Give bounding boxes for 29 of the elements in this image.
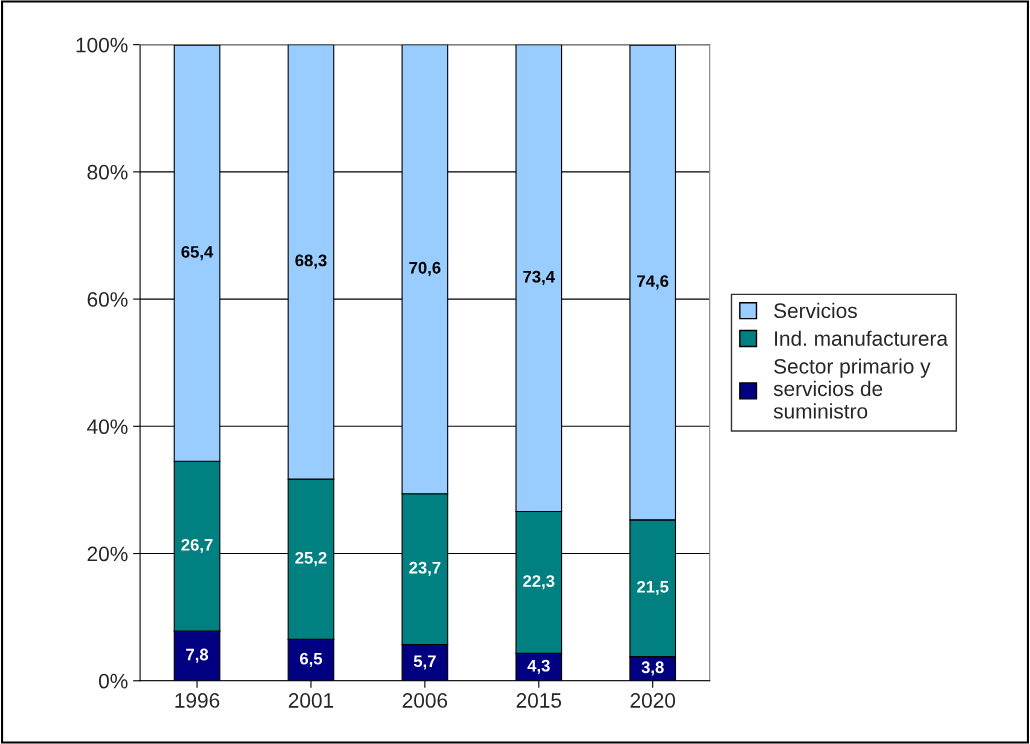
y-tick-label: 20% bbox=[87, 546, 128, 562]
data-label: 73,4 bbox=[523, 270, 555, 285]
data-label: 22,3 bbox=[523, 575, 555, 590]
y-tick-label: 80% bbox=[87, 164, 128, 180]
data-label: 68,3 bbox=[295, 254, 327, 269]
data-label: 3,8 bbox=[641, 661, 664, 676]
x-tick-label: 2020 bbox=[630, 693, 676, 708]
data-label: 6,5 bbox=[299, 652, 323, 667]
data-label: 25,2 bbox=[295, 551, 327, 567]
y-tick-label: 100% bbox=[76, 37, 128, 53]
x-tick-label: 2001 bbox=[288, 693, 334, 708]
x-tick-label: 2006 bbox=[402, 693, 448, 708]
legend-label: Sector primario y servicios de suministro bbox=[773, 358, 931, 419]
x-tick-label: 1996 bbox=[175, 693, 220, 708]
data-label: 74,6 bbox=[637, 275, 669, 290]
data-label: 23,7 bbox=[409, 561, 441, 577]
y-tick-label: 0% bbox=[98, 673, 128, 689]
data-label: 4,3 bbox=[527, 659, 550, 674]
data-label: 65,4 bbox=[181, 245, 214, 261]
legend-label: Ind. manufacturera bbox=[775, 330, 949, 346]
data-label: 7,8 bbox=[186, 648, 209, 663]
y-tick-label: 60% bbox=[87, 292, 128, 307]
data-label: 21,5 bbox=[637, 580, 669, 596]
legend-label: Servicios bbox=[774, 302, 857, 319]
x-tick-label: 2015 bbox=[516, 693, 562, 708]
data-label: 5,7 bbox=[413, 655, 436, 670]
data-label: 26,7 bbox=[181, 538, 213, 554]
data-label: 70,6 bbox=[409, 261, 441, 277]
y-tick-label: 40% bbox=[87, 419, 128, 435]
